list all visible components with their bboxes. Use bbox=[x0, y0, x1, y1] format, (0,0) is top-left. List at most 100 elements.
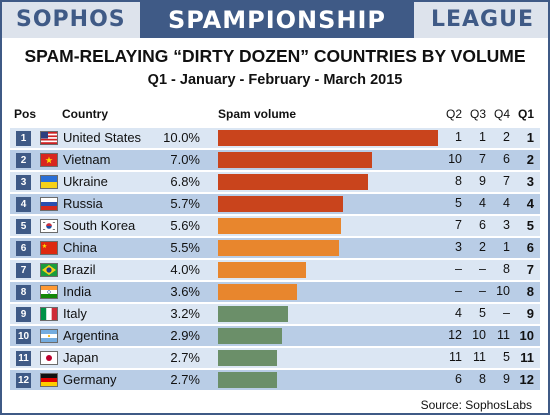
col-header-q2: Q2 bbox=[446, 107, 463, 121]
chart-title: SPAM-RELAYING “DIRTY DOZEN” COUNTRIES BY… bbox=[24, 46, 526, 66]
spam-percentage: 3.6% bbox=[170, 284, 200, 299]
rank-badge: 1 bbox=[16, 131, 31, 146]
country-name: Italy bbox=[63, 306, 87, 321]
volume-bar bbox=[218, 152, 372, 168]
q3-rank: 8 bbox=[479, 372, 486, 386]
q1-rank: 8 bbox=[526, 284, 534, 299]
table-row: 7 Brazil 4.0% – – 8 7 bbox=[10, 260, 540, 280]
q1-rank: 5 bbox=[526, 218, 534, 233]
brand-sophos: SOPHOS bbox=[16, 7, 126, 32]
q2-rank: 10 bbox=[448, 152, 462, 166]
argentina-flag-icon bbox=[40, 329, 58, 343]
q4-rank: 11 bbox=[497, 328, 510, 342]
q2-rank: 12 bbox=[448, 328, 462, 342]
country-name: Vietnam bbox=[63, 152, 111, 167]
q1-rank: 6 bbox=[526, 240, 534, 255]
q4-rank: 5 bbox=[503, 350, 510, 364]
chart-subtitle: Q1 - January - February - March 2015 bbox=[147, 72, 403, 88]
q3-rank: 9 bbox=[479, 174, 486, 188]
rank-badge: 3 bbox=[16, 175, 31, 190]
country-name: Argentina bbox=[63, 328, 119, 343]
spam-percentage: 2.7% bbox=[170, 350, 200, 365]
rank-badge: 12 bbox=[16, 373, 31, 388]
table-row: 3 Ukraine 6.8% 8 9 7 3 bbox=[10, 172, 540, 192]
india-flag-icon bbox=[40, 285, 58, 299]
volume-bar bbox=[218, 218, 341, 234]
q3-rank: 6 bbox=[479, 218, 486, 232]
q4-rank: 4 bbox=[503, 196, 510, 210]
spam-percentage: 5.5% bbox=[170, 240, 200, 255]
spam-percentage: 4.0% bbox=[170, 262, 200, 277]
ukraine-flag-icon bbox=[40, 175, 58, 189]
q4-rank: 7 bbox=[503, 174, 510, 188]
q3-rank: 4 bbox=[479, 196, 486, 210]
volume-bar bbox=[218, 306, 288, 322]
q2-rank: 3 bbox=[455, 240, 462, 254]
rank-badge: 9 bbox=[16, 307, 31, 322]
volume-bar bbox=[218, 262, 306, 278]
q3-rank: 2 bbox=[479, 240, 486, 254]
q2-rank: 6 bbox=[455, 372, 462, 386]
table-row: 8 India 3.6% – –10 8 bbox=[10, 282, 540, 302]
q1-rank: 4 bbox=[526, 196, 534, 211]
volume-bar bbox=[218, 240, 339, 256]
col-header-q1: Q1 bbox=[518, 107, 535, 121]
country-name: Germany bbox=[63, 372, 117, 387]
table-row: 2 Vietnam 7.0% 10 7 6 2 bbox=[10, 150, 540, 170]
rank-badge: 10 bbox=[16, 329, 31, 344]
col-header-pos: Pos bbox=[14, 107, 37, 121]
col-header-volume: Spam volume bbox=[218, 107, 297, 121]
q1-rank: 9 bbox=[526, 306, 534, 321]
q3-rank: – bbox=[479, 262, 486, 276]
q2-rank: – bbox=[455, 284, 462, 298]
table-row: 6 China 5.5% 3 2 1 6 bbox=[10, 238, 540, 258]
table-row: 5 South Korea 5.6% 7 6 3 5 bbox=[10, 216, 540, 236]
brazil-flag-icon bbox=[40, 263, 58, 277]
south-korea-flag-icon bbox=[40, 219, 58, 233]
q4-rank: 9 bbox=[503, 372, 510, 386]
rank-badge: 8 bbox=[16, 285, 31, 300]
q2-rank: – bbox=[455, 262, 462, 276]
germany-flag-icon bbox=[40, 373, 58, 387]
table-row: 11 Japan 2.7% 11 11 5 11 bbox=[10, 348, 540, 368]
q4-rank: 3 bbox=[503, 218, 510, 232]
spam-percentage: 10.0% bbox=[163, 130, 200, 145]
q1-rank: 1 bbox=[526, 130, 534, 145]
spam-percentage: 6.8% bbox=[170, 174, 200, 189]
vietnam-flag-icon bbox=[40, 153, 58, 167]
volume-bar bbox=[218, 130, 438, 146]
q2-rank: 8 bbox=[455, 174, 462, 188]
spam-percentage: 2.7% bbox=[170, 372, 200, 387]
table-row: 10 Argentina 2.9% 12 10 11 10 bbox=[10, 326, 540, 346]
q3-rank: 7 bbox=[479, 152, 486, 166]
table-row: 12 Germany 2.7% 6 8 9 12 bbox=[10, 370, 540, 390]
country-name: Japan bbox=[63, 350, 99, 365]
spam-percentage: 2.9% bbox=[170, 328, 200, 343]
table-row: 4 Russia 5.7% 5 4 4 4 bbox=[10, 194, 540, 214]
country-name: Russia bbox=[63, 196, 103, 211]
rank-badge: 5 bbox=[16, 219, 31, 234]
q2-rank: 5 bbox=[455, 196, 462, 210]
q2-rank: 4 bbox=[455, 306, 462, 320]
q4-rank: 1 bbox=[503, 240, 510, 254]
brand-spampionship: SPAMPIONSHIP bbox=[140, 2, 414, 38]
q1-rank: 12 bbox=[519, 372, 534, 387]
country-name: United States bbox=[63, 130, 142, 145]
q4-rank: 8 bbox=[503, 262, 510, 276]
volume-bar bbox=[218, 328, 282, 344]
country-name: Ukraine bbox=[63, 174, 108, 189]
table-row: 9 Italy 3.2% 4 5 – 9 bbox=[10, 304, 540, 324]
volume-bar bbox=[218, 350, 277, 366]
volume-bar bbox=[218, 372, 277, 388]
country-name: China bbox=[63, 240, 97, 255]
source-note: Source: SophosLabs bbox=[420, 398, 532, 412]
volume-bar bbox=[218, 284, 297, 300]
q1-rank: 7 bbox=[526, 262, 534, 277]
volume-bar bbox=[218, 174, 368, 190]
q1-rank: 3 bbox=[526, 174, 534, 189]
rank-badge: 2 bbox=[16, 153, 31, 168]
rank-badge: 4 bbox=[16, 197, 31, 212]
q1-rank: 11 bbox=[520, 350, 534, 365]
q2-rank: 7 bbox=[455, 218, 462, 232]
